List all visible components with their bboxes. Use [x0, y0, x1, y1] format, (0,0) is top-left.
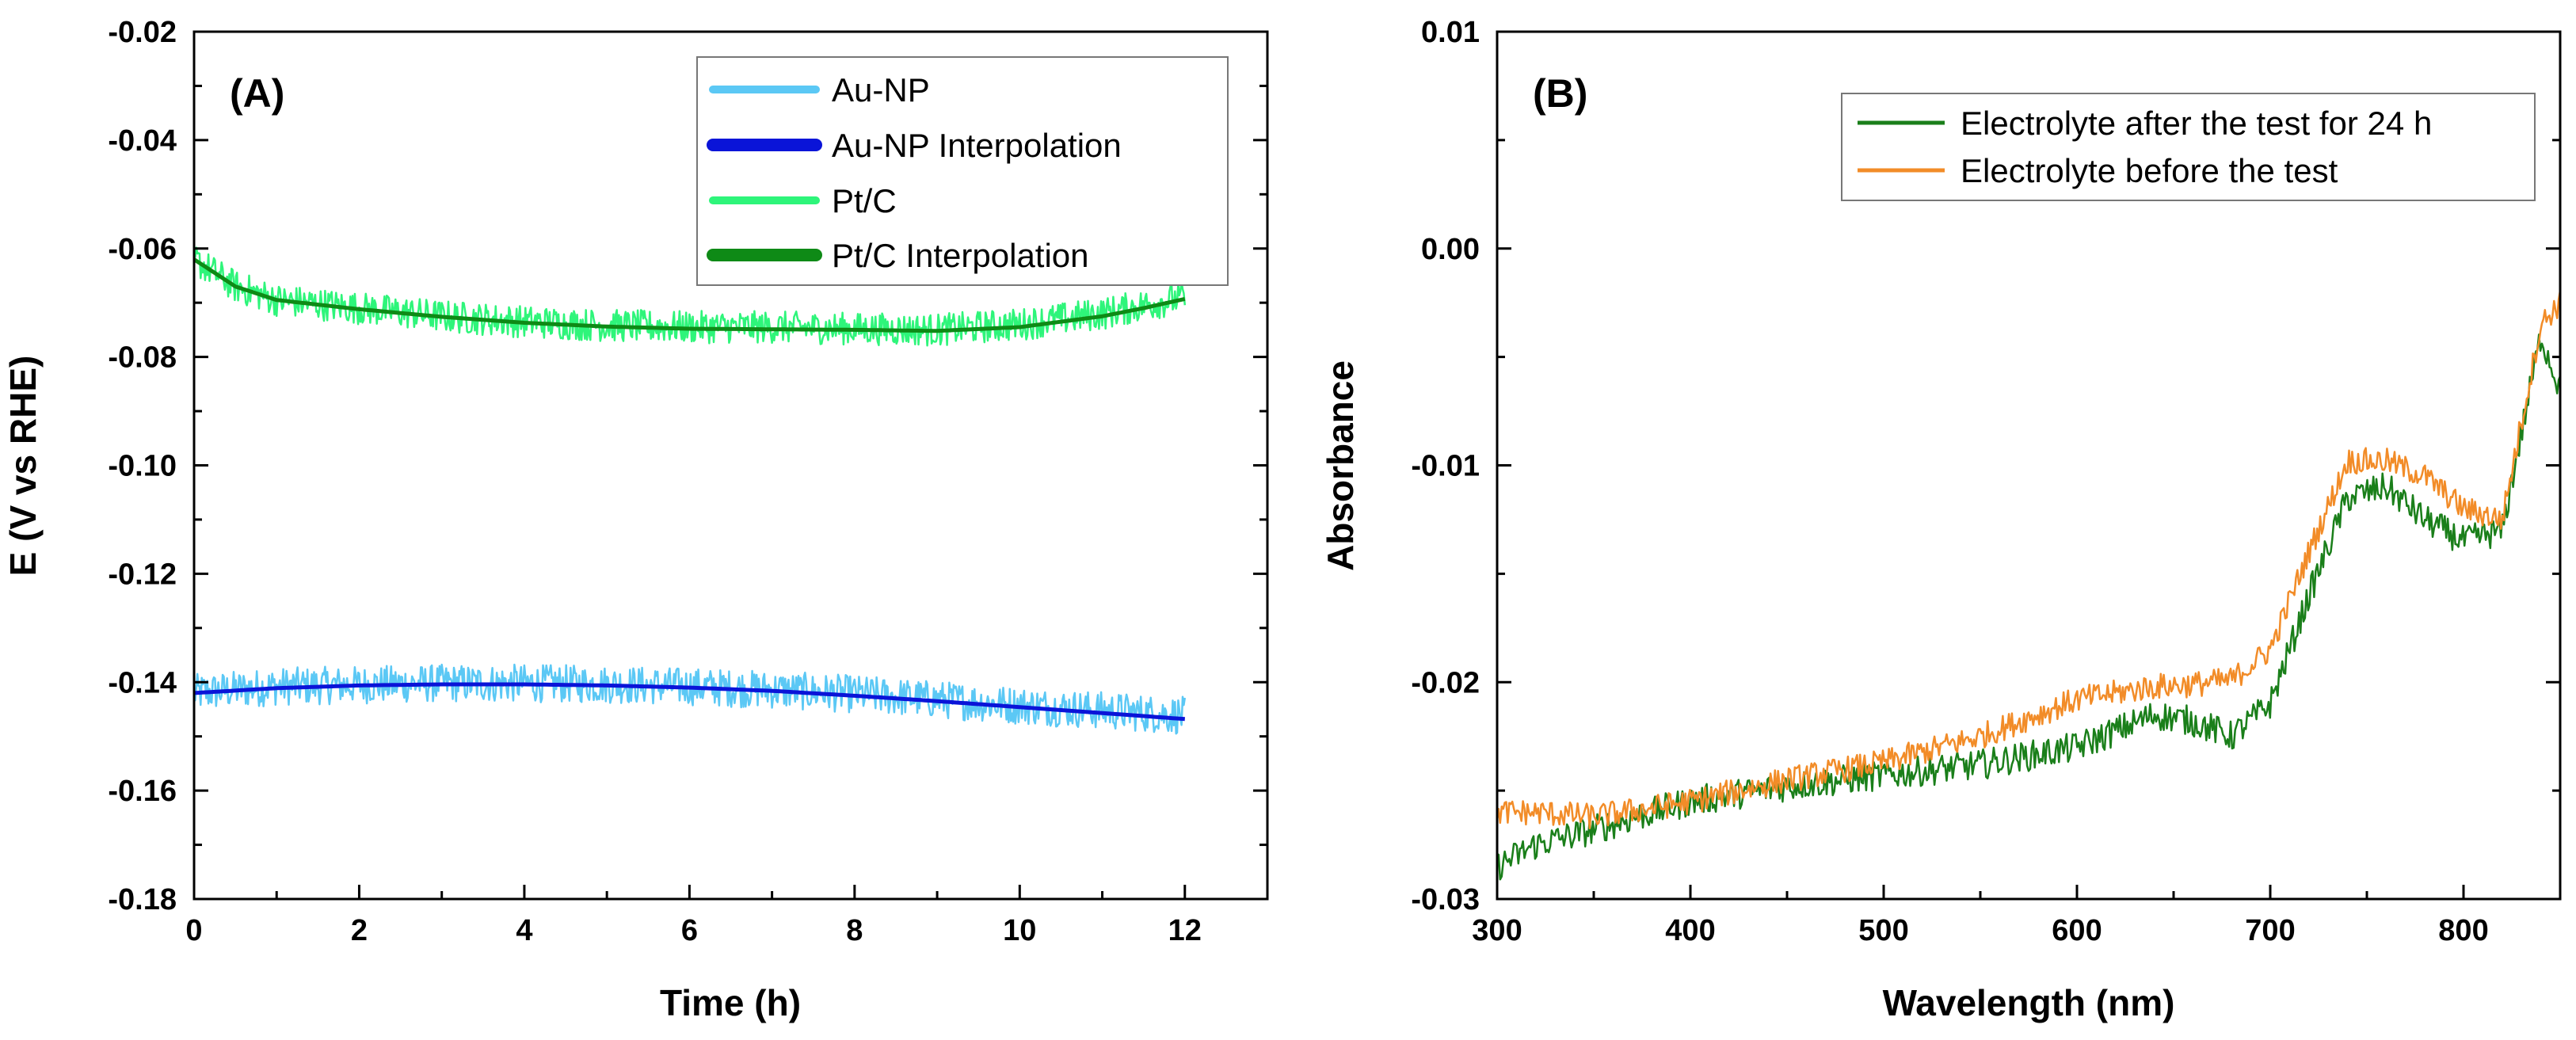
y-tick-label: -0.02: [1411, 666, 1480, 699]
panel-a-legend-box: [696, 56, 1229, 286]
legend-label-after-test: Electrolyte after the test for 24 h: [1961, 105, 2432, 142]
x-tick-label: 6: [681, 914, 698, 947]
y-tick-label: -0.18: [108, 883, 177, 916]
x-tick-label: 4: [516, 914, 532, 947]
x-tick-label: 8: [846, 914, 863, 947]
y-tick-label: 0.00: [1421, 233, 1480, 266]
panel-b-chart: 300 400 500 600 700 800 -0.03 -0.02 -0.01 0.00 0.0…: [1320, 16, 2562, 1023]
panel-b-label: (B): [1533, 71, 1587, 116]
y-tick-label: -0.03: [1411, 883, 1480, 916]
x-tick-label: 500: [1858, 914, 1908, 947]
legend-label-before-test: Electrolyte before the test: [1961, 152, 2338, 189]
y-tick-label: -0.06: [108, 233, 177, 266]
series-line-pt-c-interpolation: [192, 257, 1186, 333]
legend-label-au-np-interpolation: Au-NP Interpolation: [832, 127, 1122, 164]
y-tick-label: -0.16: [108, 775, 177, 808]
panel-a-chart: 0 2 4 6 8 10 12 -0.18 -0.16 -0.14 -0.12 -0.10 -0.08 -…: [2, 16, 1269, 1023]
x-tick-label: 0: [185, 914, 202, 947]
x-tick-label: 400: [1665, 914, 1715, 947]
panel-b-legend-box: [1841, 93, 2536, 201]
x-tick-label: 600: [2052, 914, 2102, 947]
x-tick-label: 800: [2438, 914, 2488, 947]
x-tick-label: 2: [351, 914, 368, 947]
panel-a-ticks: 0 2 4 6 8 10 12 -0.18 -0.16 -0.14 -0.12 -0.10 -0.08 -…: [108, 16, 1267, 947]
series-line-au-np: [192, 663, 1187, 735]
panel-b-legend: Electrolyte after the test for 24 h Elec…: [1841, 93, 2536, 201]
x-tick-label: 10: [1003, 914, 1036, 947]
series-line-au-np-interpolation: [193, 682, 1185, 722]
y-tick-label: -0.02: [108, 16, 177, 49]
panel-a-y-axis-title: E (V vs RHE): [2, 356, 44, 577]
legend-label-pt-c-interpolation: Pt/C Interpolation: [832, 237, 1089, 274]
y-tick-label: -0.04: [108, 124, 177, 158]
legend-label-au-np: Au-NP: [832, 71, 930, 109]
y-tick-label: -0.01: [1411, 450, 1480, 483]
panel-b-ticks: 300 400 500 600 700 800 -0.03 -0.02 -0.01 0.00 0.0…: [1411, 16, 2560, 947]
panel-a-legend: Au-NP Au-NP Interpolation Pt/C Pt/C Inte…: [696, 56, 1229, 286]
y-tick-label: 0.01: [1421, 16, 1480, 49]
legend-label-pt-c: Pt/C: [832, 182, 897, 219]
series-line-electrolyte-after-the-test-for-24-h: [1496, 333, 2562, 881]
series-line-electrolyte-before-the-test: [1496, 290, 2562, 830]
x-tick-label: 700: [2245, 914, 2295, 947]
x-tick-label: 300: [1472, 914, 1522, 947]
panel-b-y-axis-title: Absorbance: [1320, 360, 1361, 571]
panel-a-series-group: [192, 244, 1187, 735]
y-tick-label: -0.12: [108, 558, 177, 591]
y-tick-label: -0.14: [108, 666, 177, 699]
y-tick-label: -0.10: [108, 450, 177, 483]
panel-a-label: (A): [230, 71, 284, 116]
panel-b-x-axis-title: Wavelength (nm): [1883, 982, 2175, 1023]
panel-a-x-axis-title: Time (h): [660, 982, 801, 1023]
panel-b-series-group: [1496, 290, 2562, 881]
y-tick-label: -0.08: [108, 341, 177, 375]
x-tick-label: 12: [1168, 914, 1202, 947]
